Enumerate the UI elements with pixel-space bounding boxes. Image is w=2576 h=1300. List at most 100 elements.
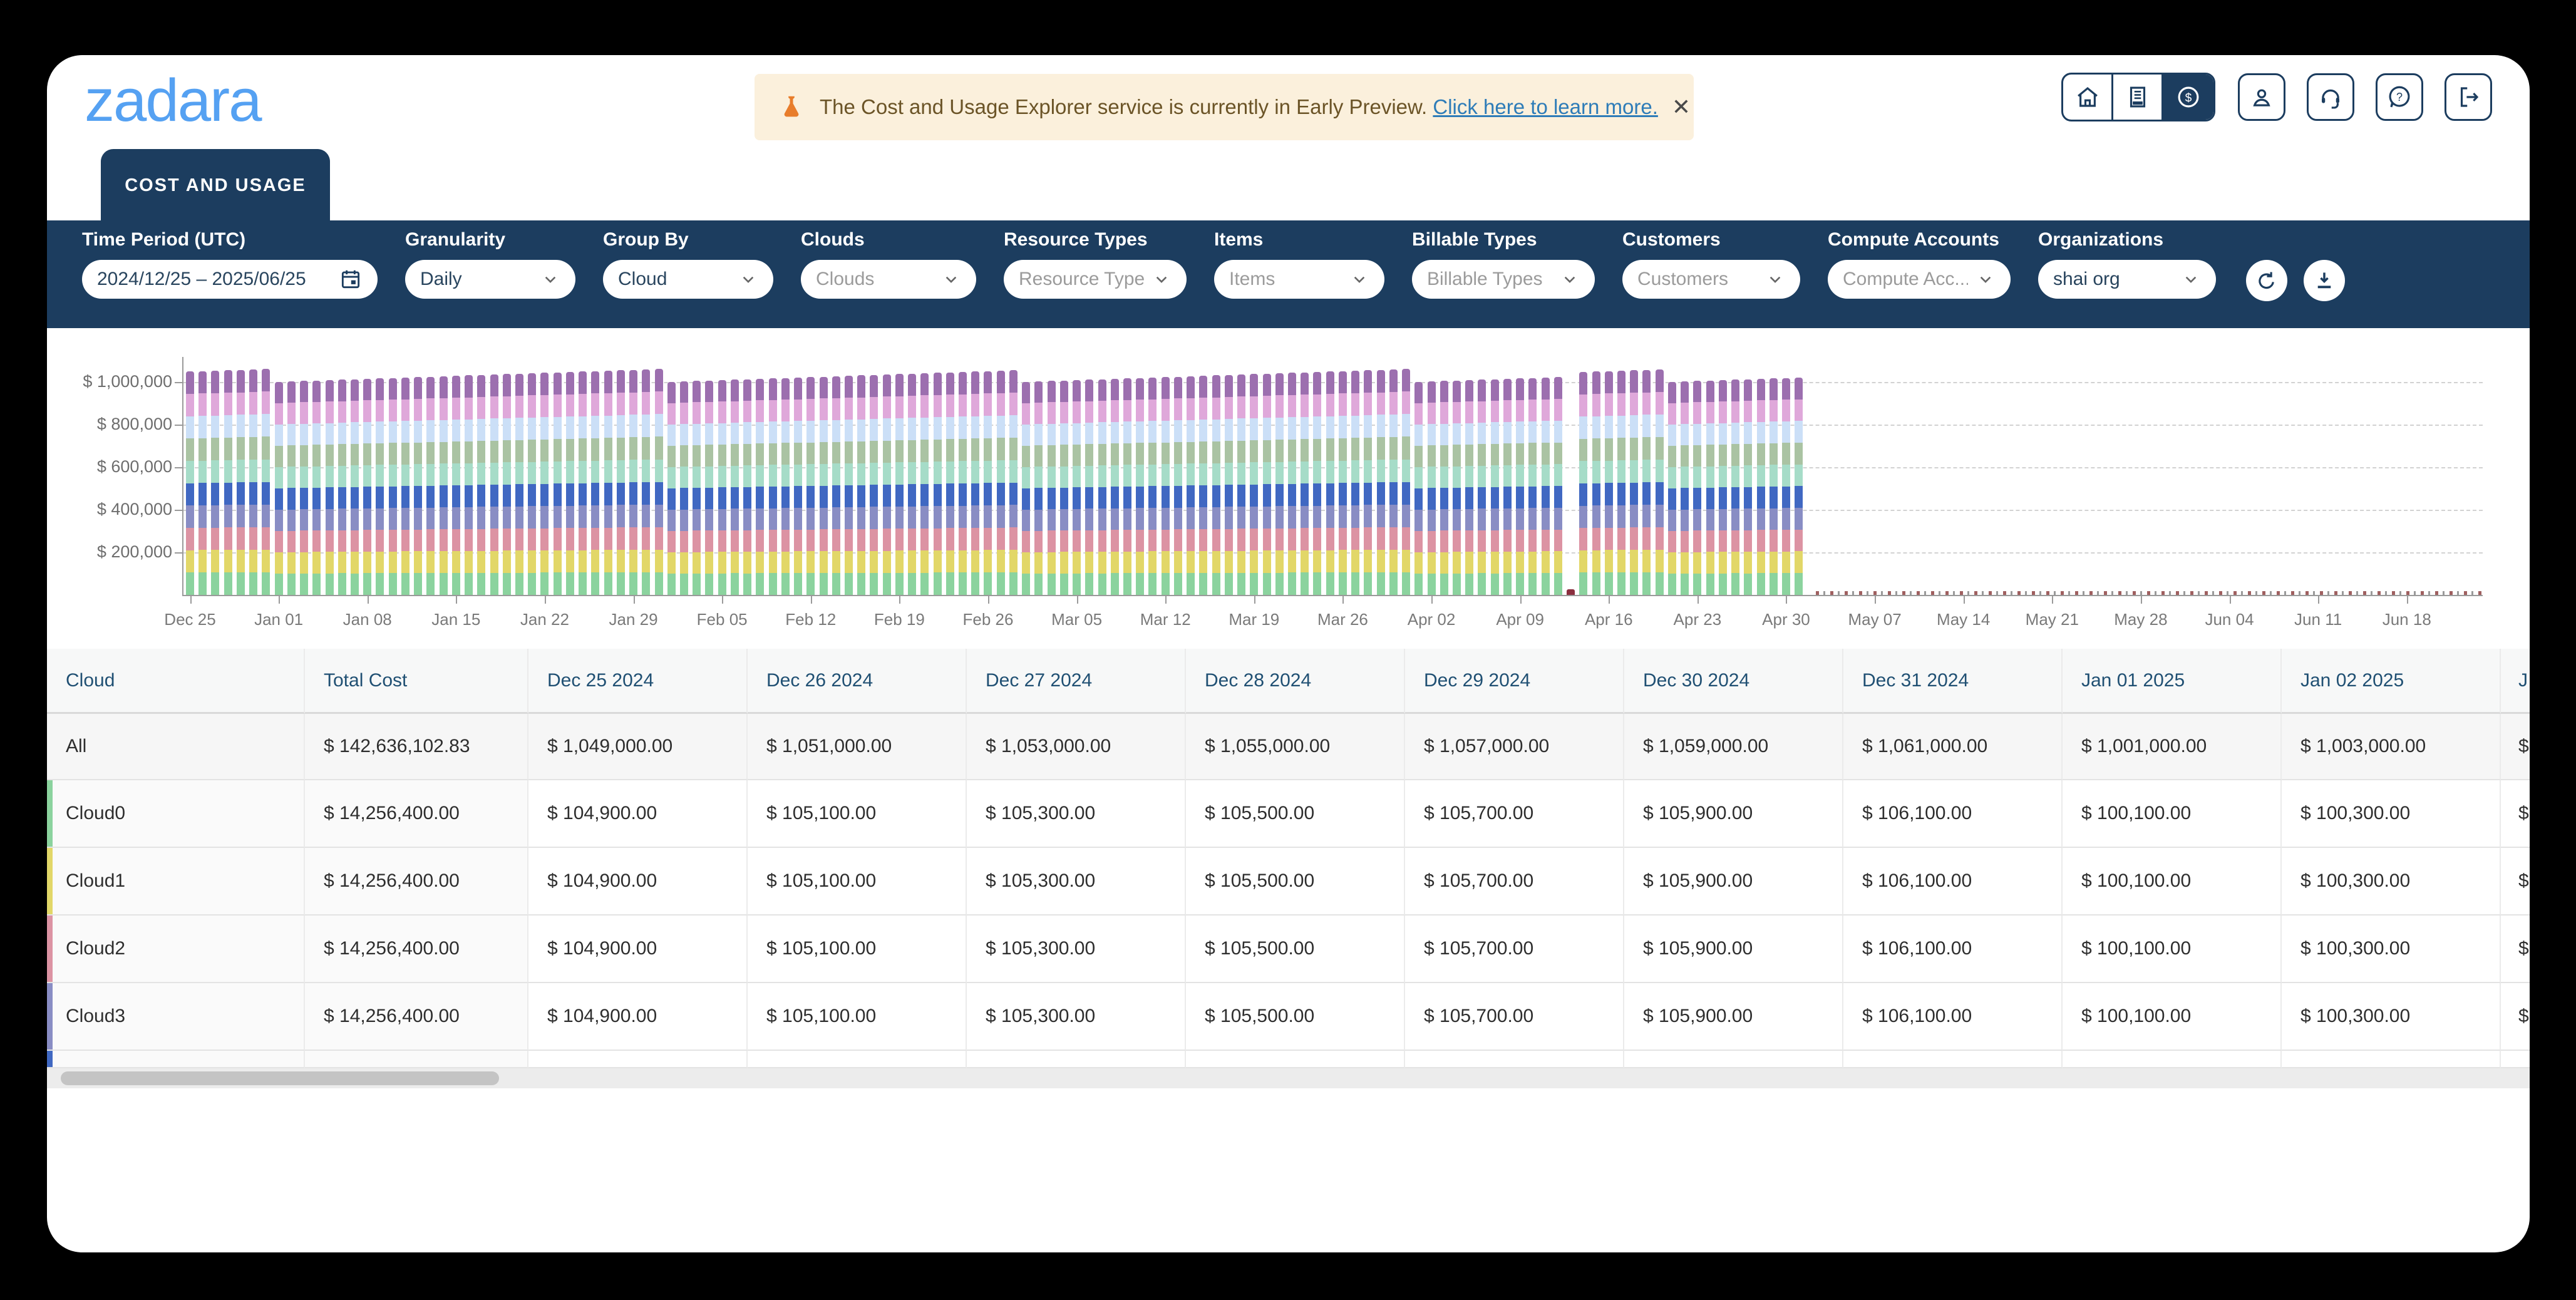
bar-segment-cloud7 (414, 420, 423, 443)
home-icon[interactable] (2063, 75, 2113, 120)
cost-icon[interactable]: $ (2163, 75, 2213, 120)
bar-segment-cloud8 (756, 400, 765, 422)
bar-segment-cloud2 (1440, 530, 1448, 552)
bar-segment-cloud8 (300, 402, 309, 424)
dropdown-items[interactable]: Items (1214, 260, 1384, 299)
bar-segment-cloud0 (325, 573, 334, 595)
bar-segment-cloud6 (1098, 443, 1106, 466)
bar-segment-cloud5 (1136, 465, 1145, 487)
horizontal-scrollbar[interactable] (47, 1068, 2530, 1088)
table-cell: $ 1,051,000.00 (748, 714, 967, 780)
y-axis (182, 357, 183, 595)
bar-segment-cloud2 (616, 527, 625, 550)
bar-segment-cloud5 (806, 464, 815, 487)
bar-segment-cloud1 (1326, 550, 1334, 573)
bar-segment-cloud4 (1592, 483, 1600, 506)
dropdown-compute-accounts[interactable]: Compute Acc... (1828, 260, 2011, 299)
bar-segment-cloud8 (806, 398, 815, 421)
bar-segment-cloud6 (1617, 438, 1625, 461)
bar-segment-cloud8 (933, 395, 942, 418)
bar-segment-cloud2 (743, 530, 752, 552)
user-icon[interactable] (2238, 73, 2285, 121)
logout-icon[interactable] (2445, 73, 2492, 121)
bar-segment-cloud2 (1022, 530, 1031, 552)
bar-segment-cloud9 (693, 381, 701, 403)
stacked-bar (1528, 378, 1537, 595)
bar-segment-cloud2 (730, 530, 739, 552)
bar-segment-cloud8 (540, 395, 549, 418)
bar-segment-cloud1 (1338, 550, 1347, 573)
bar-segment-cloud0 (1136, 573, 1145, 595)
bar-segment-cloud1 (870, 550, 878, 573)
billing-icon[interactable] (2113, 75, 2163, 120)
dropdown-billable-types[interactable]: Billable Types (1412, 260, 1595, 299)
bar-segment-cloud3 (1073, 508, 1081, 531)
learn-more-link[interactable]: Click here to learn more. (1433, 95, 1658, 118)
bar-segment-cloud3 (895, 506, 904, 529)
bar-segment-cloud3 (1250, 506, 1259, 529)
dropdown-granularity[interactable]: Daily (405, 260, 575, 299)
dropdown-resource-types[interactable]: Resource Types (1004, 260, 1187, 299)
bar-segment-cloud8 (1326, 393, 1334, 416)
bar-segment-cloud6 (1795, 442, 1803, 465)
stacked-bar (1781, 378, 1790, 595)
bar-segment-cloud0 (642, 572, 651, 595)
bar-segment-cloud9 (1351, 370, 1360, 393)
bar-segment-cloud3 (1592, 505, 1600, 528)
bar-segment-cloud7 (249, 414, 258, 437)
bar-segment-cloud7 (1199, 420, 1208, 442)
bar-segment-cloud2 (1453, 530, 1461, 552)
column-header-dec-27-2024: Dec 27 2024 (967, 649, 1186, 714)
bar-segment-cloud5 (870, 463, 878, 485)
bar-segment-cloud6 (1516, 443, 1525, 465)
bar-segment-cloud3 (908, 506, 917, 529)
bar-segment-cloud0 (945, 572, 954, 595)
bar-segment-cloud0 (312, 573, 321, 595)
bar-segment-cloud2 (945, 528, 954, 550)
stacked-bar (1592, 371, 1600, 595)
close-icon[interactable]: ✕ (1671, 94, 1691, 120)
stacked-bar (794, 377, 803, 595)
dropdown-organizations[interactable]: shai org (2038, 260, 2216, 299)
help-icon[interactable]: ? (2376, 73, 2423, 121)
table-cell: $ 105,500.00 (1186, 780, 1405, 848)
stacked-bar (287, 381, 296, 595)
bar-segment-cloud5 (667, 467, 676, 488)
bar-segment-cloud6 (1756, 443, 1765, 465)
bar-segment-cloud4 (1516, 487, 1525, 508)
bar-segment-cloud4 (1123, 487, 1132, 508)
bar-segment-cloud7 (1262, 418, 1271, 440)
support-icon[interactable] (2307, 73, 2354, 121)
table-cell: $ 100,300.00 (2282, 916, 2501, 983)
stacked-bar (1085, 379, 1094, 595)
download-icon[interactable] (2304, 260, 2345, 301)
dropdown-customers[interactable]: Customers (1622, 260, 1800, 299)
bar-segment-cloud3 (401, 508, 410, 530)
scrollbar-thumb[interactable] (61, 1071, 499, 1085)
bar-segment-cloud9 (1718, 379, 1727, 402)
dropdown-group-by[interactable]: Cloud (603, 260, 773, 299)
table-cell: $ 1,059,000.00 (1624, 714, 1843, 780)
bar-segment-cloud3 (249, 504, 258, 527)
bar-segment-cloud5 (1009, 460, 1018, 483)
bar-segment-cloud3 (667, 509, 676, 531)
date-range-input[interactable]: 2024/12/25 – 2025/06/25 (82, 260, 378, 299)
bar-segment-cloud0 (1667, 573, 1676, 595)
stacked-bar (1478, 379, 1486, 595)
dropdown-clouds[interactable]: Clouds (801, 260, 976, 299)
stacked-bar (565, 372, 574, 595)
bar-segment-cloud1 (718, 552, 726, 574)
tab-cost-and-usage[interactable]: COST AND USAGE (101, 149, 330, 222)
refresh-icon[interactable] (2246, 260, 2287, 301)
field-value: Customers (1637, 269, 1729, 289)
chevron-down-icon (2185, 276, 2197, 283)
bar-segment-cloud8 (1756, 400, 1765, 422)
bar-segment-cloud8 (1592, 393, 1600, 416)
stacked-bar (882, 374, 891, 595)
bar-segment-cloud3 (1376, 505, 1385, 528)
bar-segment-cloud3 (1364, 505, 1373, 528)
bar-segment-cloud1 (1541, 551, 1550, 574)
bar-segment-cloud0 (1288, 572, 1296, 595)
bar-segment-cloud3 (1414, 509, 1423, 531)
bar-segment-cloud2 (439, 529, 448, 552)
